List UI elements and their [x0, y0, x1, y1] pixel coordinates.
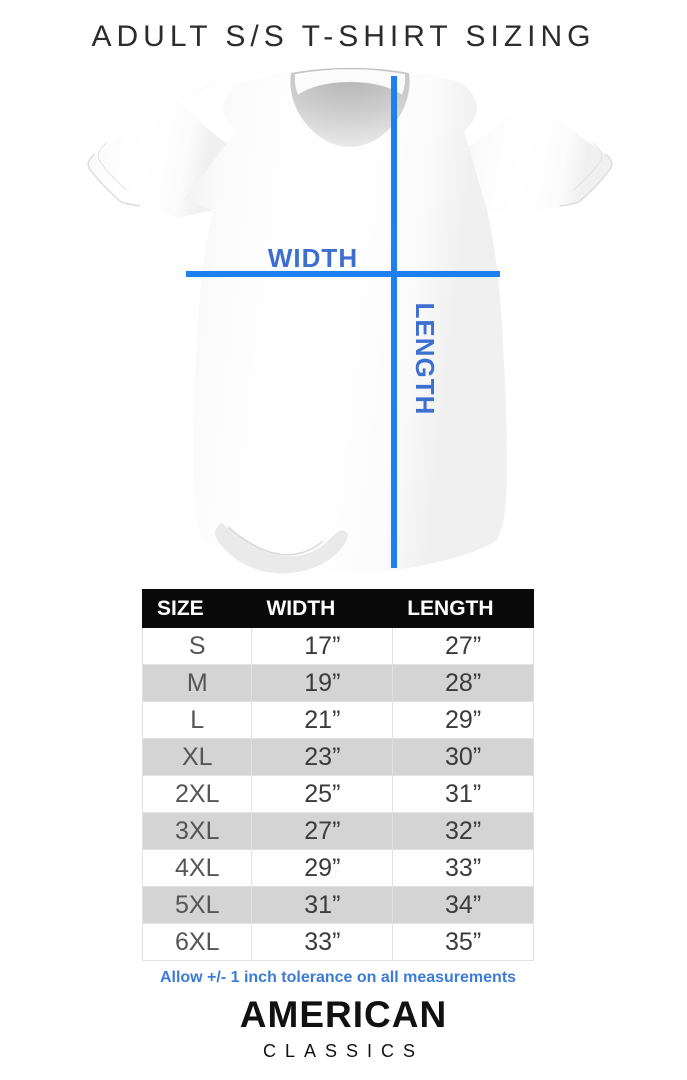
svg-text:LENGTH: LENGTH — [410, 303, 440, 416]
svg-text:WIDTH: WIDTH — [268, 243, 358, 273]
